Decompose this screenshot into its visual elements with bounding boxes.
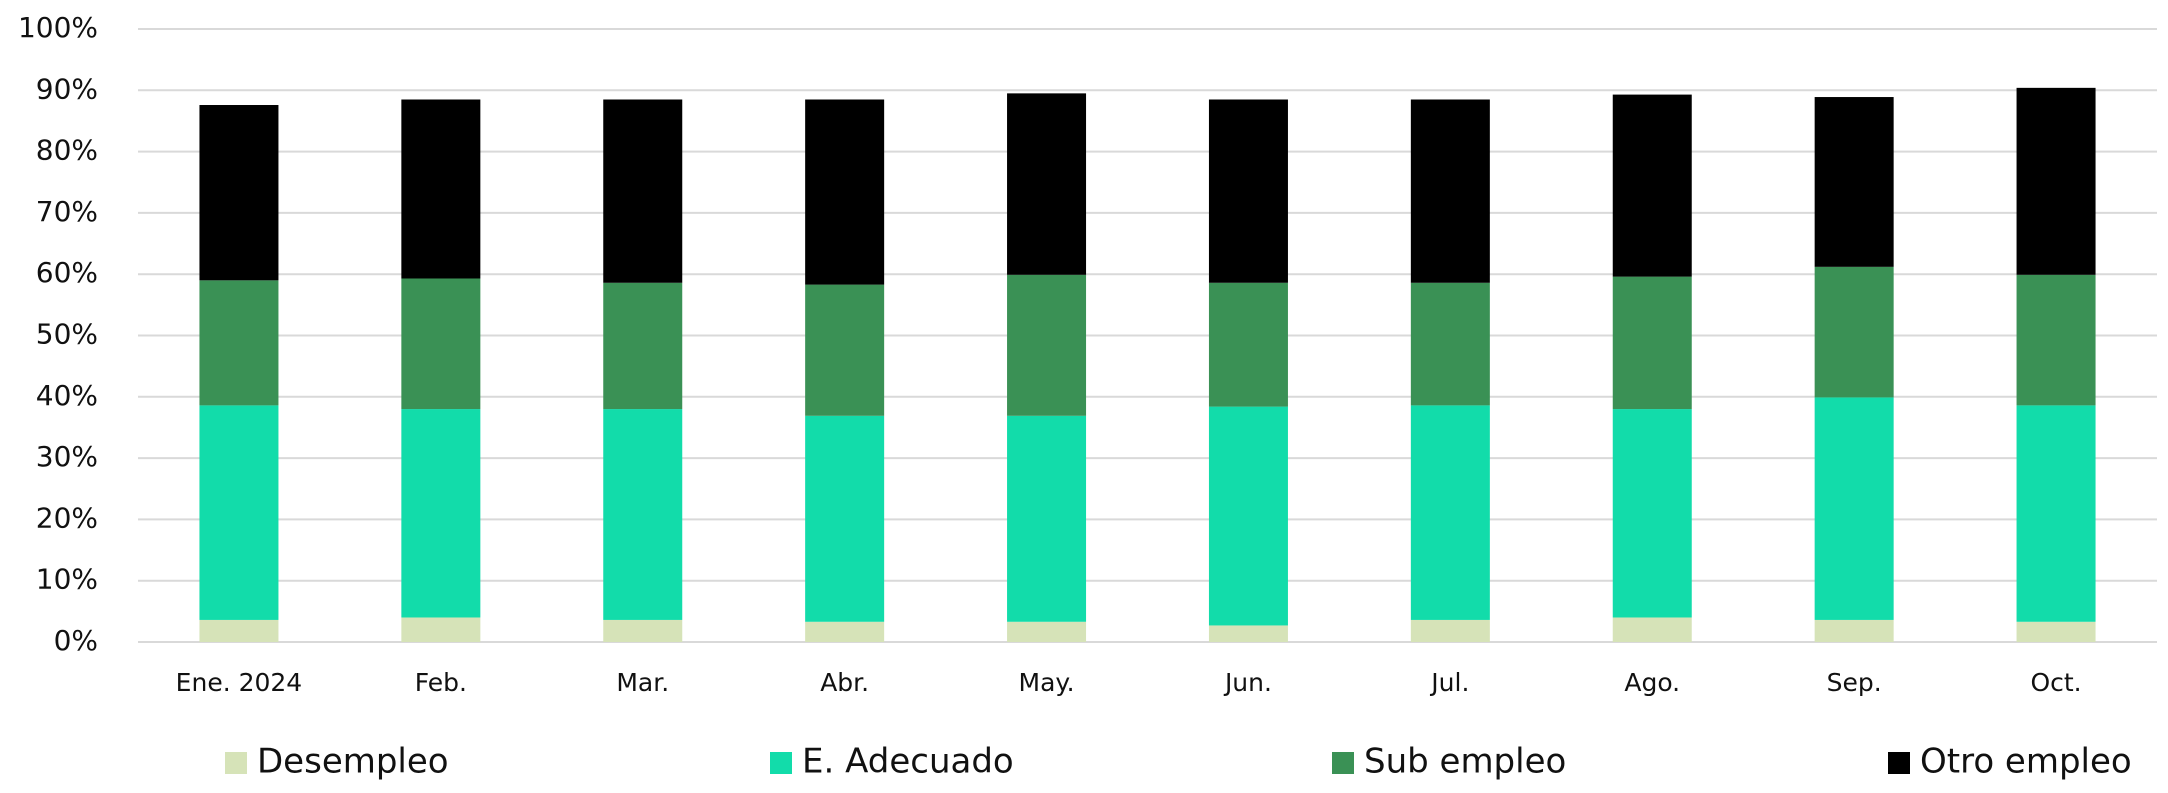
x-tick-label: Ago. <box>1624 668 1680 697</box>
bar-segment <box>2016 87 2096 275</box>
bar-segment <box>1612 94 1692 277</box>
bar-segment <box>401 617 481 642</box>
bar-segment <box>199 619 279 642</box>
x-tick-label: Sep. <box>1827 668 1882 697</box>
bar-segment <box>401 99 481 279</box>
bar-segment <box>1007 621 1087 642</box>
legend-label: Desempleo <box>257 742 449 782</box>
x-tick-label: Ene. 2024 <box>176 668 303 697</box>
y-tick-label: 50% <box>36 318 98 351</box>
y-tick-label: 100% <box>18 11 98 44</box>
y-tick-label: 40% <box>36 379 98 412</box>
x-tick-label: Oct. <box>2030 668 2081 697</box>
x-tick-label: May. <box>1019 668 1075 697</box>
legend-swatch <box>1888 752 1910 774</box>
bar-segment <box>1410 619 1490 642</box>
legend-label: Otro empleo <box>1920 742 2132 782</box>
bar-segment <box>805 621 885 642</box>
x-tick-label: Jul. <box>1429 668 1469 697</box>
bar-segment <box>603 409 683 620</box>
bar-segment <box>1208 99 1288 283</box>
bar-segment <box>1814 97 1894 267</box>
bar-segment <box>2016 405 2096 622</box>
bar-segment <box>805 284 885 416</box>
x-tick-label: Abr. <box>820 668 869 697</box>
bar-segment <box>1208 625 1288 642</box>
y-tick-label: 30% <box>36 440 98 473</box>
bar-segment <box>1208 406 1288 626</box>
bar-segment <box>199 405 279 620</box>
bar-segment <box>199 280 279 406</box>
bar-segment <box>1612 409 1692 618</box>
bar-segment <box>1814 266 1894 398</box>
bar-segment <box>603 282 683 410</box>
legend-label: E. Adecuado <box>802 742 1014 782</box>
y-tick-label: 80% <box>36 134 98 167</box>
y-tick-label: 20% <box>36 501 98 534</box>
y-tick-label: 70% <box>36 195 98 228</box>
bar-segment <box>603 619 683 642</box>
bar-segment <box>401 278 481 410</box>
legend-label: Sub empleo <box>1364 742 1566 782</box>
bar-segment <box>603 99 683 283</box>
y-tick-label: 10% <box>36 563 98 596</box>
bar-segment <box>1410 282 1490 406</box>
bar-segment <box>1410 99 1490 283</box>
legend-swatch <box>1332 752 1354 774</box>
bar-segment <box>401 409 481 618</box>
x-tick-label: Mar. <box>616 668 669 697</box>
bar-segment <box>1208 282 1288 407</box>
x-tick-label: Jun. <box>1223 668 1272 697</box>
bar-segment <box>199 105 279 281</box>
legend-swatch <box>770 752 792 774</box>
y-tick-label: 0% <box>54 624 98 657</box>
bar-segment <box>1814 619 1894 642</box>
bar-segment <box>2016 274 2096 406</box>
bar-segment <box>1007 93 1087 275</box>
legend-swatch <box>225 752 247 774</box>
bar-segment <box>805 99 885 285</box>
bar-segment <box>2016 621 2096 642</box>
y-tick-label: 60% <box>36 256 98 289</box>
bar-segment <box>1612 276 1692 410</box>
bar-segment <box>1007 415 1087 622</box>
bar-segment <box>805 415 885 622</box>
bar-segment <box>1612 617 1692 642</box>
bar-segment <box>1007 274 1087 416</box>
x-tick-label: Feb. <box>415 668 467 697</box>
y-tick-label: 90% <box>36 72 98 105</box>
bar-segment <box>1814 397 1894 620</box>
bar-segment <box>1410 405 1490 620</box>
